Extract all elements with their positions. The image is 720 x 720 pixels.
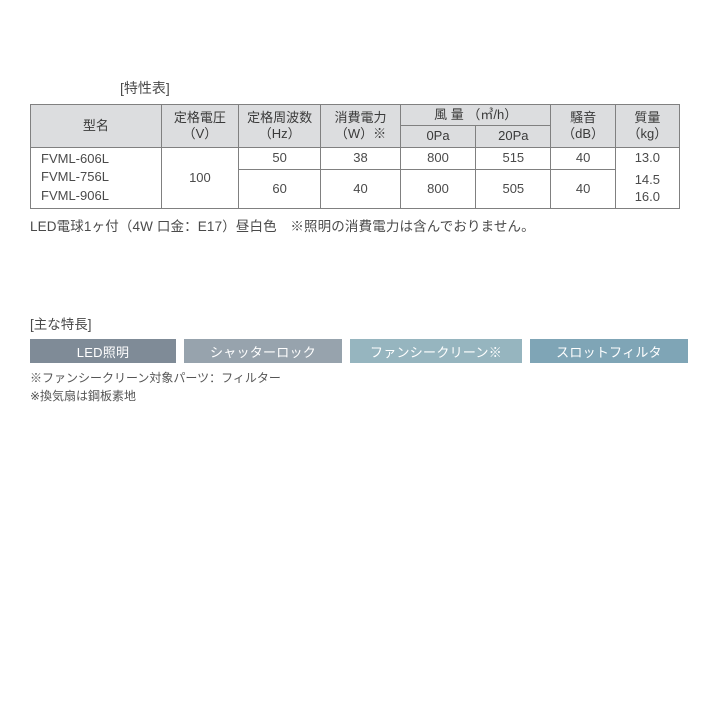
cell-air0-50: 800 — [400, 147, 475, 169]
cell-air0-60: 800 — [400, 169, 475, 208]
cell-power-50: 38 — [321, 147, 401, 169]
features-footnotes: ※ファンシークリーン対象パーツ：フィルター ※換気扇は鋼板素地 — [30, 369, 690, 405]
feature-badge-led: LED照明 — [30, 339, 176, 363]
feature-badge-shutter: シャッターロック — [184, 339, 342, 363]
cell-freq-50: 50 — [239, 147, 321, 169]
col-voltage: 定格電圧（V） — [161, 105, 239, 148]
cell-noise-60: 40 — [551, 169, 615, 208]
cell-air20-60: 505 — [476, 169, 551, 208]
feature-row: LED照明 シャッターロック ファンシークリーン※ スロットフィルタ — [30, 339, 690, 363]
col-airflow-group: 風 量 （㎥/h） — [400, 105, 551, 126]
feature-badge-slot: スロットフィルタ — [530, 339, 688, 363]
cell-mass-23: 14.516.0 — [615, 169, 679, 208]
col-power: 消費電力（W）※ — [321, 105, 401, 148]
spec-section-title: [特性表] — [30, 78, 690, 98]
cell-power-60: 40 — [321, 169, 401, 208]
col-freq: 定格周波数（Hz） — [239, 105, 321, 148]
features-section-title: [主な特長] — [30, 313, 690, 333]
cell-mass-1: 13.0 — [615, 147, 679, 169]
col-air-0pa: 0Pa — [400, 126, 475, 147]
spec-note: LED電球1ヶ付（4W 口金：E17）昼白色 ※照明の消費電力は含んでおりません… — [30, 215, 690, 235]
col-noise: 騒音（dB） — [551, 105, 615, 148]
cell-noise-50: 40 — [551, 147, 615, 169]
feature-badge-fancy: ファンシークリーン※ — [350, 339, 522, 363]
cell-air20-50: 515 — [476, 147, 551, 169]
cell-models: FVML-606L FVML-756L FVML-906L — [31, 147, 162, 209]
cell-voltage: 100 — [161, 147, 239, 209]
cell-freq-60: 60 — [239, 169, 321, 208]
spec-table: 型名 定格電圧（V） 定格周波数（Hz） 消費電力（W）※ 風 量 （㎥/h） … — [30, 104, 680, 209]
col-mass: 質量（kg） — [615, 105, 679, 148]
col-model: 型名 — [31, 105, 162, 148]
col-air-20pa: 20Pa — [476, 126, 551, 147]
